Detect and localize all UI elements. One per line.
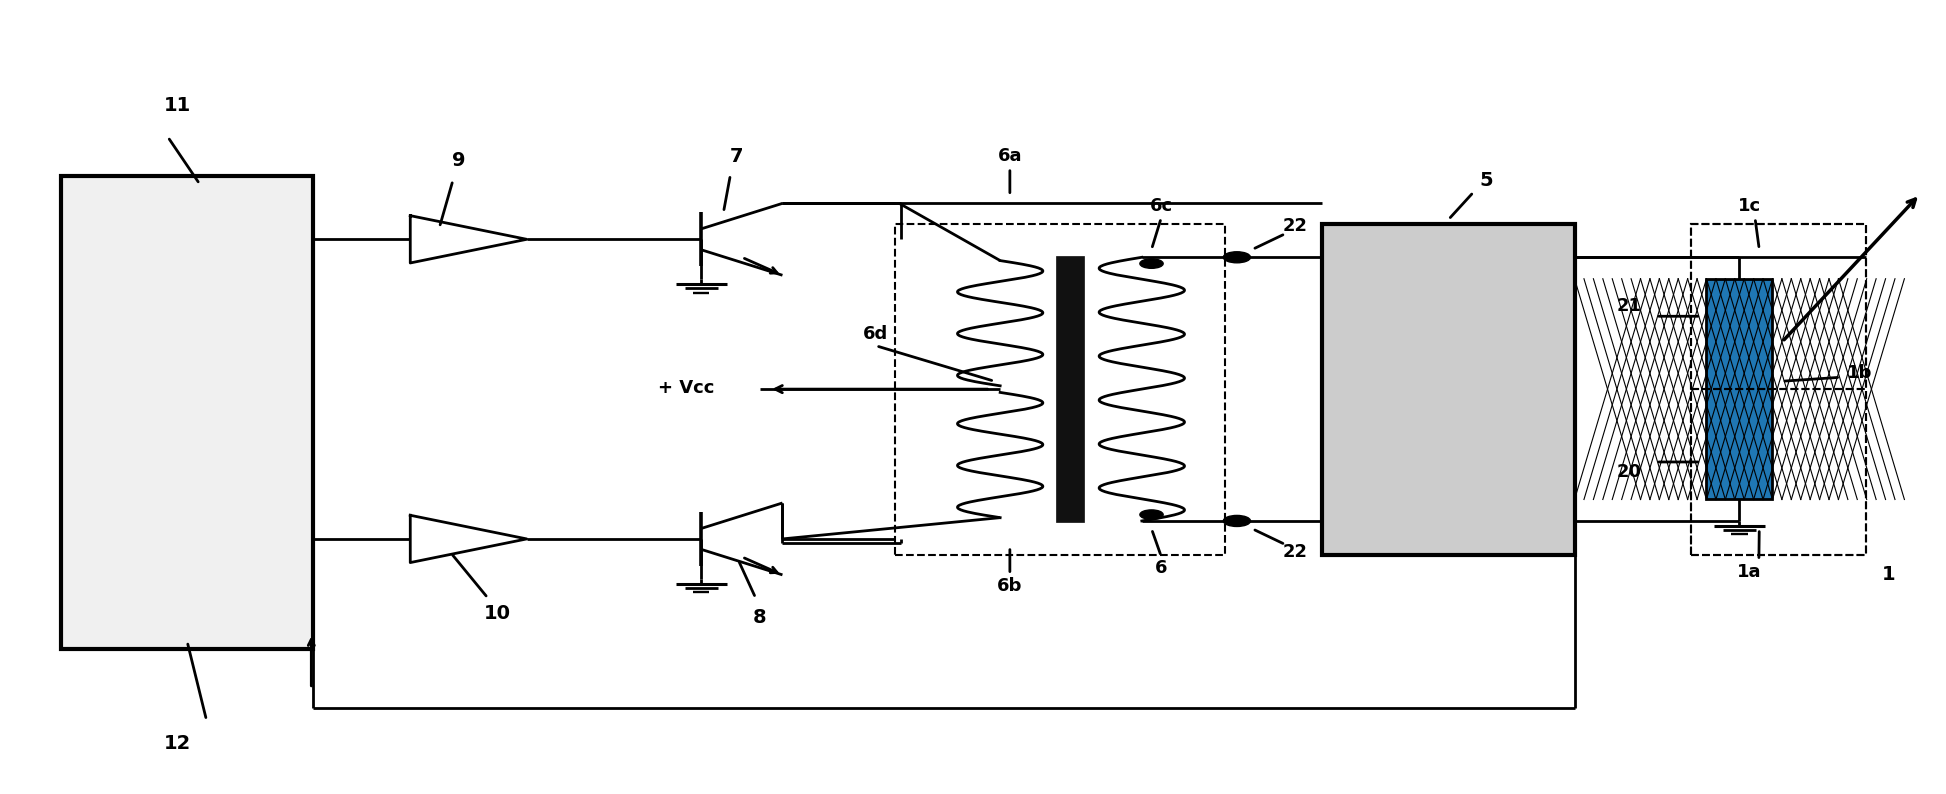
Text: 1b: 1b (1847, 364, 1872, 383)
Circle shape (1224, 515, 1251, 526)
Text: 6a: 6a (998, 147, 1022, 165)
Bar (1707, 279, 1773, 499)
Text: 21: 21 (1617, 297, 1640, 315)
Text: 6c: 6c (1150, 197, 1173, 215)
Bar (1691, 224, 1866, 555)
Text: 11: 11 (163, 96, 191, 115)
Circle shape (1140, 510, 1164, 519)
Text: 6b: 6b (996, 577, 1022, 596)
Text: 5: 5 (1479, 171, 1493, 190)
Text: 12: 12 (163, 734, 191, 754)
Text: 9: 9 (451, 151, 465, 170)
Text: 1c: 1c (1738, 197, 1761, 215)
Text: 1a: 1a (1738, 563, 1761, 581)
Bar (1707, 279, 1773, 499)
Bar (1691, 389, 1866, 555)
Text: 1: 1 (1882, 565, 1895, 584)
Text: 22: 22 (1282, 217, 1308, 235)
Circle shape (1224, 252, 1251, 263)
Bar (60, 176, 313, 649)
Text: 7: 7 (730, 147, 743, 166)
Bar (1691, 224, 1866, 389)
Text: 10: 10 (485, 604, 512, 623)
Bar (1057, 256, 1084, 522)
Text: 22: 22 (1282, 543, 1308, 561)
Text: 20: 20 (1617, 463, 1640, 481)
Bar (895, 224, 1226, 555)
Text: 8: 8 (753, 608, 767, 627)
Text: + Vcc: + Vcc (658, 380, 714, 397)
Text: 6: 6 (1156, 559, 1168, 577)
Bar (1321, 224, 1574, 555)
Circle shape (1140, 259, 1164, 268)
Text: 6d: 6d (864, 325, 889, 343)
